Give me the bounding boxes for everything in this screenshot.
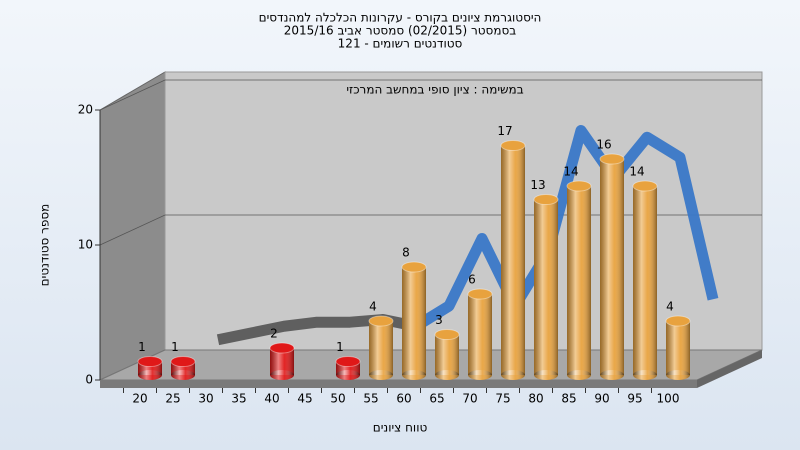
bar [599, 153, 625, 380]
x-tick-label: 55 [363, 392, 378, 406]
y-tick-label: 10 [78, 238, 93, 252]
trend-ribbon [413, 125, 719, 331]
bar-part [368, 315, 394, 327]
bar [368, 315, 394, 380]
x-tick-label: 30 [198, 392, 213, 406]
bar-part [633, 186, 657, 375]
x-tick-label: 75 [495, 392, 510, 406]
data-label: 3 [435, 313, 443, 327]
floor-edge [100, 380, 697, 388]
bar-part [567, 186, 591, 375]
y-tick-label: 20 [78, 103, 93, 117]
bar [632, 180, 658, 380]
x-tick-label: 70 [462, 392, 477, 406]
bar-part [434, 329, 460, 340]
floor [99, 349, 763, 381]
bar-part [170, 356, 196, 367]
data-label: 1 [171, 340, 179, 354]
data-label: 2 [270, 327, 278, 341]
grid-line [99, 79, 762, 111]
bar-part [599, 153, 625, 165]
data-label: 4 [666, 300, 674, 314]
chart-title: היסטוגרמת ציונים בקורס - עקרונות הכלכלה … [259, 11, 542, 25]
x-tick-label: 100 [657, 392, 680, 406]
bar-part [401, 261, 427, 273]
bar [170, 356, 196, 380]
x-tick-label: 80 [528, 392, 543, 406]
x-tick-label: 45 [297, 392, 312, 406]
bar-part [534, 199, 558, 375]
x-tick-label: 85 [561, 392, 576, 406]
bar [500, 140, 526, 380]
data-label: 14 [629, 165, 644, 179]
bar-part [467, 288, 493, 300]
bar [665, 315, 691, 380]
chart-title: סטודנטים רשומים - 121 [338, 37, 463, 51]
bar [467, 288, 493, 380]
bar [434, 329, 460, 380]
x-tick-label: 20 [132, 392, 147, 406]
x-tick-label: 25 [165, 392, 180, 406]
bar-part [632, 180, 658, 192]
data-label: 1 [138, 340, 146, 354]
bar-part [500, 140, 526, 151]
bar [533, 194, 559, 380]
bar-part [269, 342, 295, 354]
x-tick-label: 65 [429, 392, 444, 406]
bar-part [335, 356, 361, 367]
y-tick-label: 0 [85, 373, 93, 387]
bar-part [665, 315, 691, 327]
x-tick-label: 35 [231, 392, 246, 406]
x-tick-label: 95 [627, 392, 642, 406]
data-label: 16 [596, 138, 611, 152]
chart-title: בסמסטר (02/2015) סמסטר אביב 2015/16 [284, 24, 516, 38]
bar [335, 356, 361, 380]
data-label: 1 [336, 340, 344, 354]
bar-part [566, 180, 592, 192]
left-wall [99, 71, 166, 381]
x-tick-label: 50 [330, 392, 345, 406]
data-label: 14 [563, 165, 578, 179]
x-tick-label: 90 [594, 392, 609, 406]
data-label: 13 [530, 178, 545, 192]
bar-part [666, 321, 690, 375]
x-tick-label: 40 [264, 392, 279, 406]
bar [269, 342, 295, 380]
x-tick-label: 60 [396, 392, 411, 406]
floor-side [697, 350, 762, 388]
bar-part [468, 294, 492, 375]
bar-part [501, 145, 525, 375]
data-label: 17 [497, 124, 512, 138]
bar-part [600, 159, 624, 375]
bar-part [369, 321, 393, 375]
bar-part [435, 334, 459, 375]
x-axis-label: טווח ציונים [373, 421, 428, 435]
data-label: 6 [468, 273, 476, 287]
data-label: 8 [402, 246, 410, 260]
data-label: 4 [369, 300, 377, 314]
bar [401, 261, 427, 380]
bar [137, 356, 163, 380]
chart-subtitle: במשימה : ציון סופי במחשב המרכזי [346, 83, 523, 97]
bar-part [137, 356, 163, 367]
bar-part [402, 267, 426, 375]
bar-part [533, 194, 559, 205]
bar [566, 180, 592, 380]
y-axis-label: מספר סטודנטים [38, 204, 52, 287]
